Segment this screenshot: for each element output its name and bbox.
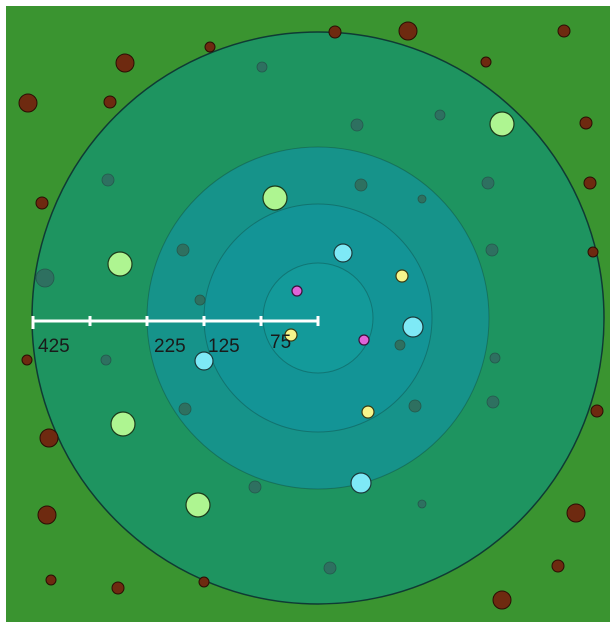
yellow-tower-icon[interactable]	[361, 405, 375, 419]
magenta-tower-icon[interactable]	[358, 334, 370, 346]
ruler-label-425: 425	[38, 336, 70, 357]
cyan-tower-icon[interactable]	[350, 472, 372, 494]
faded-tree-icon	[178, 402, 192, 416]
tree-icon	[551, 559, 565, 573]
faded-tree-icon	[485, 243, 499, 257]
cyan-tower-icon[interactable]	[402, 316, 424, 338]
faded-tree-icon	[417, 499, 427, 509]
faded-tree-icon	[408, 399, 422, 413]
faded-tree-icon	[486, 395, 500, 409]
ruler-label-75: 75	[270, 332, 291, 353]
cyan-tower-icon[interactable]	[333, 243, 353, 263]
tree-icon	[39, 428, 59, 448]
faded-tree-icon	[248, 480, 262, 494]
tree-icon	[579, 116, 593, 130]
tree-icon	[557, 24, 571, 38]
faded-tree-icon	[489, 352, 501, 364]
tree-icon	[398, 21, 418, 41]
green-tower-icon[interactable]	[489, 111, 515, 137]
tree-icon	[204, 41, 216, 53]
tree-icon	[111, 581, 125, 595]
tree-icon	[587, 246, 599, 258]
faded-tree-icon	[481, 176, 495, 190]
faded-tree-icon	[350, 118, 364, 132]
tree-icon	[35, 196, 49, 210]
green-tower-icon[interactable]	[107, 251, 133, 277]
green-tower-icon[interactable]	[262, 185, 288, 211]
tree-icon	[18, 93, 38, 113]
faded-tree-icon	[101, 173, 115, 187]
tree-icon	[492, 590, 512, 610]
tree-icon	[115, 53, 135, 73]
faded-tree-icon	[256, 61, 268, 73]
faded-tree-icon	[394, 339, 406, 351]
faded-tree-icon	[323, 561, 337, 575]
faded-tree-icon	[100, 354, 112, 366]
tree-icon	[103, 95, 117, 109]
tree-icon	[21, 354, 33, 366]
faded-tree-group	[35, 61, 501, 575]
faded-tree-icon	[417, 194, 427, 204]
range-ruler: 425 225 125 75	[31, 316, 320, 357]
green-tower-icon[interactable]	[185, 492, 211, 518]
ruler-label-125: 125	[208, 336, 240, 357]
tree-icon	[198, 576, 210, 588]
tree-icon	[583, 176, 597, 190]
yellow-tower-icon[interactable]	[284, 328, 298, 342]
cyan-tower-icon[interactable]	[194, 351, 214, 371]
tree-icon	[590, 404, 604, 418]
tree-icon	[37, 505, 57, 525]
faded-tree-icon	[35, 268, 55, 288]
tree-icon	[45, 574, 57, 586]
tree-icon	[328, 25, 342, 39]
tower-group[interactable]	[107, 111, 515, 518]
ruler-label-225: 225	[154, 336, 186, 357]
green-tower-icon[interactable]	[110, 411, 136, 437]
tree-icon	[480, 56, 492, 68]
faded-tree-icon	[176, 243, 190, 257]
tree-group	[18, 21, 604, 610]
faded-tree-icon	[194, 294, 206, 306]
magenta-tower-icon[interactable]	[291, 285, 303, 297]
tree-icon	[566, 503, 586, 523]
faded-tree-icon	[434, 109, 446, 121]
faded-tree-icon	[354, 178, 368, 192]
yellow-tower-icon[interactable]	[395, 269, 409, 283]
